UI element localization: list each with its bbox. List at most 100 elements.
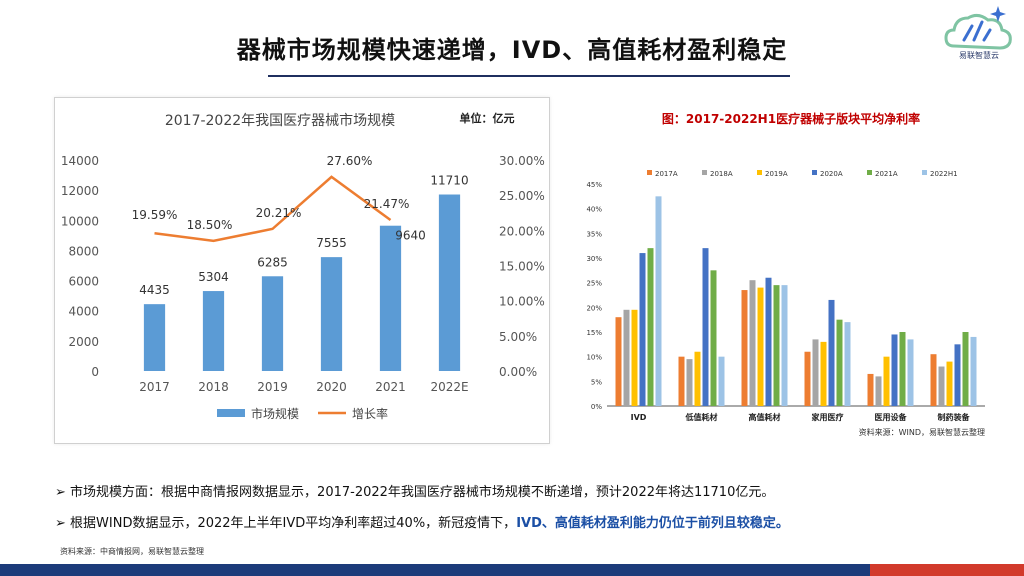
bar xyxy=(828,299,835,406)
bar xyxy=(749,280,756,406)
y2-tick-label: 20.00% xyxy=(499,224,545,238)
bar xyxy=(718,356,725,406)
bar xyxy=(655,196,662,406)
line-data-label: 27.60% xyxy=(327,154,373,168)
bar xyxy=(899,332,906,406)
x-tick-label: 医用设备 xyxy=(875,412,908,422)
bar xyxy=(615,317,622,406)
bar xyxy=(438,194,461,371)
y-tick-label: 12000 xyxy=(61,184,99,198)
bar xyxy=(261,276,284,371)
bar-data-label: 6285 xyxy=(257,255,288,269)
y-tick-label: 40% xyxy=(586,206,602,214)
bar xyxy=(741,290,748,406)
chart-source-note: 资料来源：WIND，易联智慧云整理 xyxy=(859,427,985,437)
bar xyxy=(702,248,709,406)
bullet-highlight-text: IVD、高值耗材盈利能力仍位于前列且较稳定。 xyxy=(516,516,789,531)
legend-label: 增长率 xyxy=(352,406,388,421)
bar xyxy=(946,361,953,406)
bar xyxy=(970,336,977,406)
bar xyxy=(781,285,788,406)
y2-tick-label: 0.00% xyxy=(499,365,537,379)
y-tick-label: 6000 xyxy=(68,275,99,289)
market-size-chart-panel: 2017-2022年我国医疗器械市场规模 单位：亿元 0 2000 4000 6000 80… xyxy=(54,97,550,444)
bar xyxy=(891,334,898,406)
bullet-market-size: ➢ 市场规模方面：根据中商情报网数据显示，2017-2022年我国医疗器械市场规… xyxy=(55,481,774,500)
bar xyxy=(938,366,945,406)
footer-bar-red xyxy=(870,564,1024,576)
y-tick-label: 35% xyxy=(586,230,602,238)
source-note: 资料来源：中商情报网，易联智慧云整理 xyxy=(60,547,204,556)
bullet-net-margin: ➢ 根据WIND数据显示，2022年上半年IVD平均净利率超过40%，新冠疫情下… xyxy=(55,512,789,531)
bar xyxy=(647,248,654,406)
legend-swatch xyxy=(922,170,927,175)
bar xyxy=(639,253,646,406)
x-tick-label: 2017 xyxy=(139,380,170,394)
bar xyxy=(844,322,851,406)
line-data-label: 21.47% xyxy=(364,197,410,211)
bullet-marker: ➢ xyxy=(55,516,66,531)
y-tick-label: 45% xyxy=(586,181,602,189)
bar xyxy=(710,270,717,406)
chart-title: 2017-2022年我国医疗器械市场规模 xyxy=(165,112,395,129)
bar xyxy=(883,356,890,406)
line-data-label: 19.59% xyxy=(132,208,178,222)
bar xyxy=(930,354,937,406)
x-tick-label: 制药装备 xyxy=(938,412,971,422)
bar xyxy=(143,304,166,371)
logo-icon xyxy=(944,6,1012,50)
bar xyxy=(320,257,343,371)
bar xyxy=(820,341,827,406)
y-tick-label: 2000 xyxy=(68,335,99,349)
net-margin-chart-panel: 图：2017-2022H1医疗器械子版块平均净利率 2017A 2018A 2019A… xyxy=(575,97,1001,442)
bar xyxy=(867,373,874,406)
bar-data-label: 4435 xyxy=(139,283,170,297)
bar xyxy=(379,225,402,371)
logo-label: 易联智慧云 xyxy=(959,51,999,60)
bar xyxy=(686,359,693,406)
bar-data-label: 9640 xyxy=(395,229,426,243)
market-size-chart: 2017-2022年我国医疗器械市场规模 单位：亿元 0 2000 4000 6000 80… xyxy=(61,111,545,421)
legend-swatch xyxy=(702,170,707,175)
bar xyxy=(875,376,882,406)
x-tick-label: 高值耗材 xyxy=(749,412,781,422)
y-tick-label: 15% xyxy=(586,329,602,337)
bar xyxy=(765,277,772,406)
bar-data-label: 7555 xyxy=(316,236,347,250)
y2-tick-label: 5.00% xyxy=(499,330,537,344)
unit-label: 单位：亿元 xyxy=(460,111,515,125)
bar xyxy=(954,344,961,406)
y2-tick-label: 15.00% xyxy=(499,260,545,274)
y-tick-label: 30% xyxy=(586,255,602,263)
bar xyxy=(678,356,685,406)
bullet-marker: ➢ xyxy=(55,485,66,500)
page-title: 器械市场规模快速递增，IVD、高值耗材盈利稳定 xyxy=(236,36,788,64)
y-tick-label: 14000 xyxy=(61,154,99,168)
legend-swatch xyxy=(812,170,817,175)
y-tick-label: 8000 xyxy=(68,244,99,258)
chart-title: 图：2017-2022H1医疗器械子版块平均净利率 xyxy=(662,111,920,126)
y2-tick-label: 10.00% xyxy=(499,295,545,309)
y-tick-label: 10000 xyxy=(61,214,99,228)
bar xyxy=(804,351,811,406)
y2-tick-label: 25.00% xyxy=(499,189,545,203)
bar xyxy=(202,291,225,371)
y2-tick-label: 30.00% xyxy=(499,154,545,168)
y-tick-label: 4000 xyxy=(68,305,99,319)
net-margin-chart: 图：2017-2022H1医疗器械子版块平均净利率 2017A 2018A 2019A… xyxy=(586,111,985,437)
x-tick-label: 2018 xyxy=(198,380,229,394)
legend-swatch xyxy=(757,170,762,175)
legend-label: 2022H1 xyxy=(930,170,958,178)
title-underline xyxy=(268,75,790,77)
x-tick-label: 低值耗材 xyxy=(685,412,718,422)
y-tick-label: 10% xyxy=(586,354,602,362)
footer-bar-blue xyxy=(0,564,870,576)
x-tick-label: 2022E xyxy=(430,380,468,394)
growth-rate-line xyxy=(154,175,392,243)
legend-swatch-bar xyxy=(217,409,245,417)
legend-swatch xyxy=(647,170,652,175)
legend-swatch xyxy=(867,170,872,175)
bar-data-label: 5304 xyxy=(198,270,229,284)
line-data-label: 20.21% xyxy=(256,206,302,220)
legend-label: 市场规模 xyxy=(251,406,299,421)
